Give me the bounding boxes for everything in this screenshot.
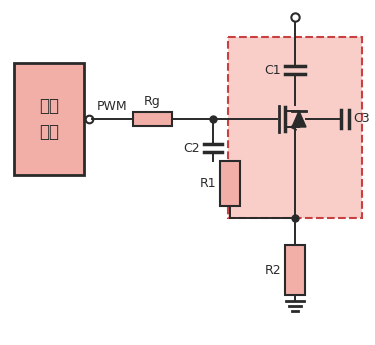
Text: C3: C3 xyxy=(353,112,370,126)
Text: C2: C2 xyxy=(183,141,200,155)
Text: 电源: 电源 xyxy=(39,97,59,115)
Text: R1: R1 xyxy=(200,177,216,190)
Bar xyxy=(228,37,362,218)
Bar xyxy=(14,63,84,175)
Text: C1: C1 xyxy=(264,63,281,77)
Bar xyxy=(285,245,305,295)
Bar xyxy=(220,161,240,206)
Text: PWM: PWM xyxy=(97,100,128,113)
Text: R2: R2 xyxy=(264,264,281,276)
Polygon shape xyxy=(292,111,306,127)
Text: 芯片: 芯片 xyxy=(39,123,59,141)
Bar xyxy=(133,112,172,126)
Text: Rg: Rg xyxy=(144,95,161,108)
